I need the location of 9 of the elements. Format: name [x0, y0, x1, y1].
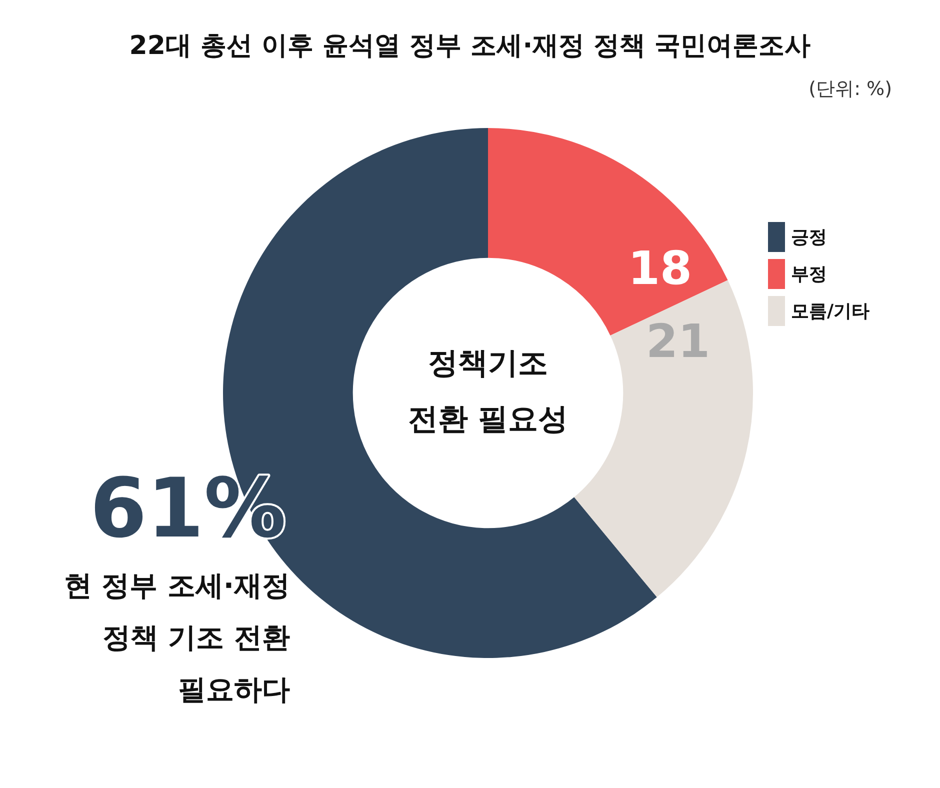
text: 현 정부 조세·재정 정책 기조 전환 필요하다 [64, 568, 290, 708]
legend-label: 모름/기타 [791, 300, 870, 322]
legend-label: 부정 [791, 262, 827, 286]
chart-subtitle: (단위: %) [808, 77, 892, 102]
data-label: 18 [628, 240, 692, 295]
data-label: 21 [646, 314, 710, 368]
chart-title: 22대 총선 이후 윤석열 정부 조세·재정 정책 국민여론조사 [128, 30, 812, 63]
legend-label: 긍정 [791, 226, 827, 248]
text: 정책기조 전환 필요성 [406, 345, 570, 439]
